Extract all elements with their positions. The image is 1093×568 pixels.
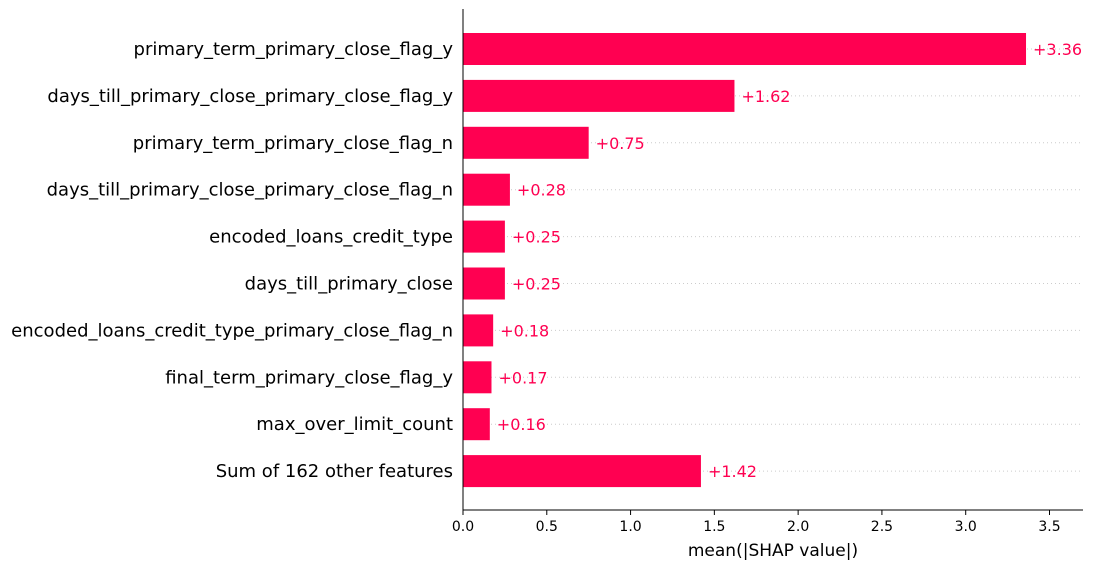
feature-label: primary_term_primary_close_flag_n [133,133,453,154]
x-tick-label: 3.5 [1038,519,1060,535]
feature-label: days_till_primary_close_primary_close_fl… [47,86,453,107]
value-label: +0.17 [498,368,547,387]
feature-label: days_till_primary_close_primary_close_fl… [47,180,453,201]
feature-label: final_term_primary_close_flag_y [165,367,453,388]
value-label: +0.28 [517,181,566,200]
feature-label: primary_term_primary_close_flag_y [134,39,454,60]
value-label: +0.75 [596,134,645,153]
bar [463,173,510,206]
bar [463,455,701,488]
value-label: +0.16 [497,415,546,434]
x-tick-label: 2.5 [871,519,893,535]
bars [463,33,1027,488]
bar [463,361,492,394]
bar [463,126,589,159]
axes [462,9,1083,511]
value-labels: +3.36 +1.62 +0.75 +0.28 +0.25 +0.25 +0.18 +0.17… [497,40,1082,481]
feature-label: days_till_primary_close [245,274,453,295]
feature-label: encoded_loans_credit_type [209,227,453,248]
value-label: +1.62 [741,87,790,106]
value-label: +1.42 [708,462,757,481]
value-label: +0.25 [512,275,561,294]
bar [463,267,505,300]
x-axis-label: mean(|SHAP value|) [688,541,858,561]
bar [463,79,735,112]
bar [463,314,494,347]
x-tick-label: 2.0 [787,519,809,535]
x-tick-label: 3.0 [955,519,977,535]
value-label: +3.36 [1033,40,1082,59]
x-tick-label: 0.0 [452,519,474,535]
x-tick-label: 1.0 [619,519,641,535]
value-label: +0.25 [512,228,561,247]
x-tick-label: 1.5 [703,519,725,535]
feature-label: max_over_limit_count [256,414,453,435]
feature-labels: primary_term_primary_close_flag_y days_ti… [11,39,453,482]
gridlines [463,48,1083,472]
bar [463,33,1027,65]
feature-label: Sum of 162 other features [216,461,453,482]
feature-label: encoded_loans_credit_type_primary_close_… [11,320,453,341]
value-label: +0.18 [500,321,549,340]
x-tick-label: 0.5 [536,519,558,535]
bar [463,220,505,253]
bar [463,408,490,441]
x-ticks: 0.0 0.5 1.0 1.5 2.0 2.5 3.0 3.5 [452,510,1061,535]
